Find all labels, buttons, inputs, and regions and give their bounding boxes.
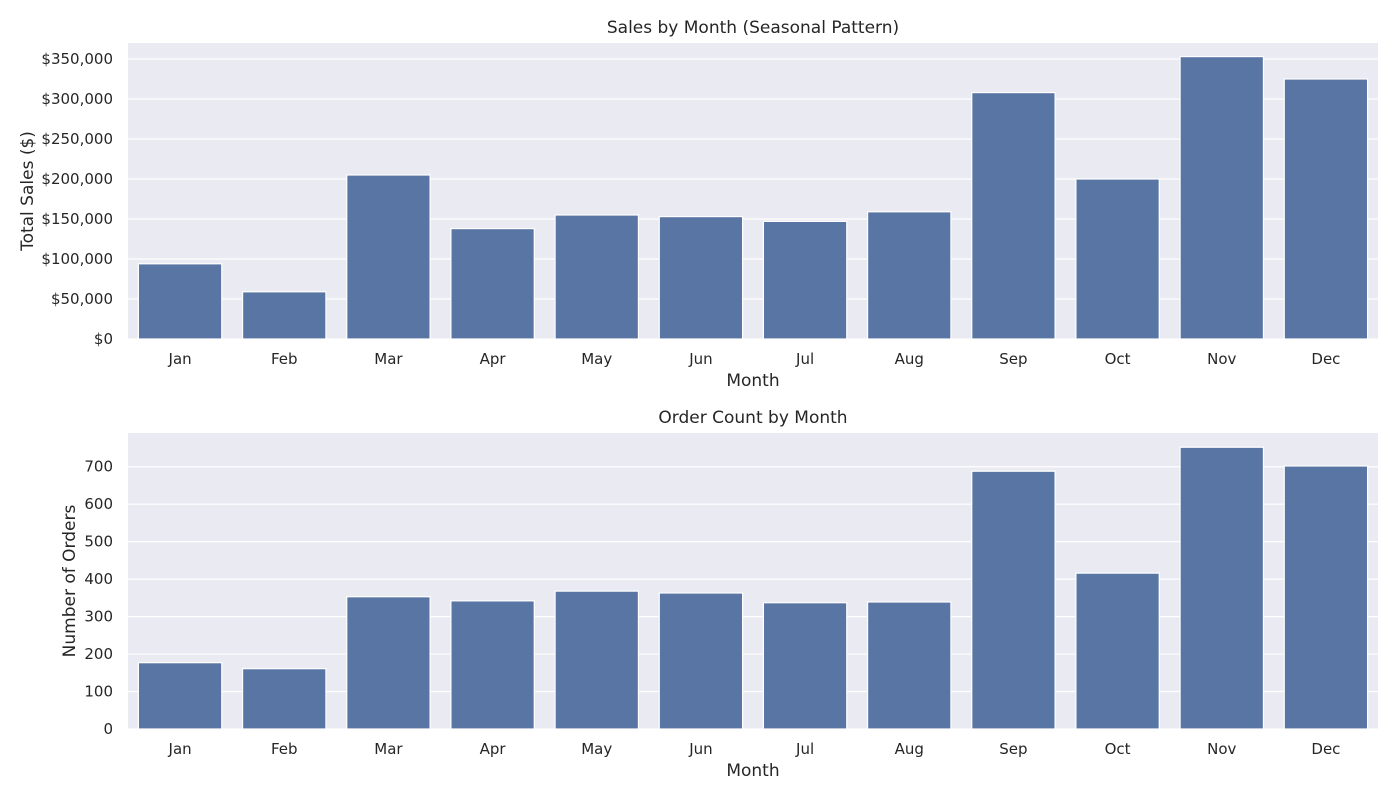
plot-area: 0 100 200 300 400 500 600 700 Jan Feb Mar Apr May Jun…: [84, 433, 1378, 758]
chart-title: Order Count by Month: [658, 408, 847, 428]
plot-background: [128, 43, 1378, 339]
x-tick-label: Jan: [168, 740, 192, 758]
y-tick-label: $100,000: [41, 250, 113, 268]
x-tick-label: Dec: [1311, 350, 1340, 368]
y-axis-label: Number of Orders: [60, 505, 80, 658]
x-tick-label: Jun: [688, 350, 712, 368]
bar-jul: [762, 602, 848, 730]
y-tick-label: $300,000: [41, 90, 113, 108]
bar-sep: [971, 91, 1056, 340]
y-tick-label: $250,000: [41, 130, 113, 148]
bar-apr: [450, 600, 535, 730]
y-tick-label: 300: [84, 608, 113, 626]
bar-mar: [346, 174, 431, 340]
bar-jun: [658, 216, 744, 340]
bar-jun: [658, 592, 744, 730]
x-tick-label: Sep: [999, 740, 1027, 758]
plot-area: $0 $50,000 $100,000 $150,000 $200,000 $250,00…: [41, 43, 1378, 368]
bar-oct: [1075, 178, 1160, 340]
x-tick-label: Oct: [1105, 350, 1131, 368]
x-tick-label: Nov: [1207, 350, 1236, 368]
chart-title: Sales by Month (Seasonal Pattern): [607, 18, 899, 38]
plot-background: [128, 433, 1378, 729]
bar-mar: [346, 596, 431, 730]
y-tick-label: 200: [84, 645, 113, 663]
x-tick-label: Mar: [374, 740, 403, 758]
bar-apr: [450, 228, 535, 340]
x-axis-label: Month: [726, 761, 779, 781]
bar-dec: [1283, 465, 1369, 730]
x-tick-label: Jun: [688, 740, 712, 758]
y-tick-label: $200,000: [41, 170, 113, 188]
x-tick-label: May: [581, 740, 612, 758]
y-axis-label: Total Sales ($): [18, 131, 38, 252]
bar-jul: [762, 220, 848, 340]
x-tick-label: Nov: [1207, 740, 1236, 758]
y-tick-label: 0: [103, 720, 113, 738]
bar-nov: [1179, 55, 1265, 340]
y-tick-label: 100: [84, 683, 113, 701]
bar-aug: [866, 211, 952, 340]
bar-may: [554, 590, 640, 730]
x-tick-label: Apr: [480, 350, 507, 368]
y-tick-label: 700: [84, 458, 113, 476]
x-tick-label: Aug: [895, 350, 924, 368]
x-axis-label: Month: [726, 371, 779, 391]
y-tick-label: $50,000: [51, 290, 113, 308]
bar-may: [554, 214, 640, 340]
x-tick-label: Mar: [374, 350, 403, 368]
bar-jan: [137, 662, 223, 730]
y-tick-label: 400: [84, 570, 113, 588]
x-tick-label: Jul: [795, 350, 814, 368]
x-tick-label: Feb: [271, 740, 298, 758]
x-tick-label: Dec: [1311, 740, 1340, 758]
bar-dec: [1283, 78, 1369, 340]
x-tick-label: Apr: [480, 740, 507, 758]
sales-chart: Sales by Month (Seasonal Pattern) $0 $50,…: [18, 18, 1378, 391]
bar-oct: [1075, 572, 1160, 730]
x-tick-label: Feb: [271, 350, 298, 368]
y-tick-label: 500: [84, 533, 113, 551]
bar-aug: [866, 601, 952, 730]
bar-feb: [241, 291, 327, 340]
y-tick-label: $0: [94, 330, 113, 348]
x-tick-label: Aug: [895, 740, 924, 758]
bar-feb: [241, 668, 327, 730]
bar-sep: [971, 470, 1056, 730]
orders-chart: Order Count by Month 0 100 200 300 400 500 600…: [60, 408, 1378, 781]
x-tick-label: May: [581, 350, 612, 368]
x-tick-label: Sep: [999, 350, 1027, 368]
x-tick-label: Jan: [168, 350, 192, 368]
x-tick-label: Oct: [1105, 740, 1131, 758]
y-tick-label: $350,000: [41, 50, 113, 68]
bar-nov: [1179, 446, 1265, 730]
y-tick-label: 600: [84, 495, 113, 513]
y-tick-label: $150,000: [41, 210, 113, 228]
x-tick-label: Jul: [795, 740, 814, 758]
bar-jan: [137, 263, 223, 340]
